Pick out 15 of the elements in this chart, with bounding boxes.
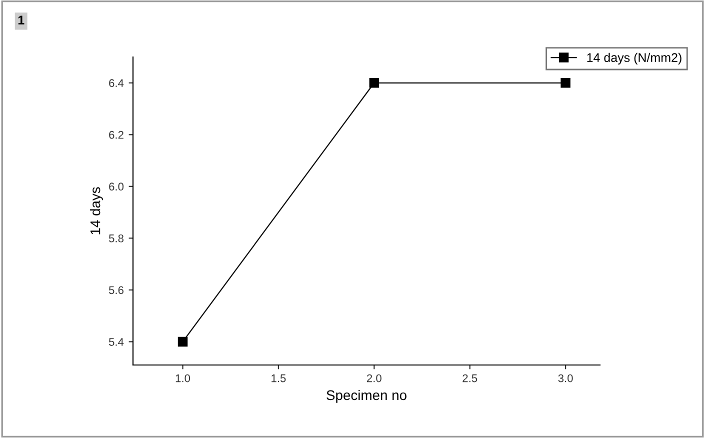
x-tick-label: 1.5: [272, 374, 286, 382]
y-tick-label: 6.2: [109, 130, 124, 139]
x-axis-title: Specimen no: [326, 390, 406, 403]
y-tick-label: 5.8: [108, 234, 124, 242]
y-tick-label: 5.4: [108, 338, 124, 346]
y-tick-label: 6.4: [109, 79, 124, 88]
y-tick-label: 5.6: [108, 286, 124, 294]
y-tick-label: 6.0: [109, 182, 124, 191]
x-tick-label: 2.5: [462, 374, 478, 382]
legend-label: 14 days (N/mm2): [587, 52, 682, 64]
x-tick-label: 1.0: [176, 374, 190, 382]
x-tick-label: 2.0: [366, 374, 382, 382]
x-tick-label: 3.0: [558, 374, 573, 382]
y-axis-title: 14 days: [90, 187, 103, 234]
text: 1: [18, 16, 24, 24]
